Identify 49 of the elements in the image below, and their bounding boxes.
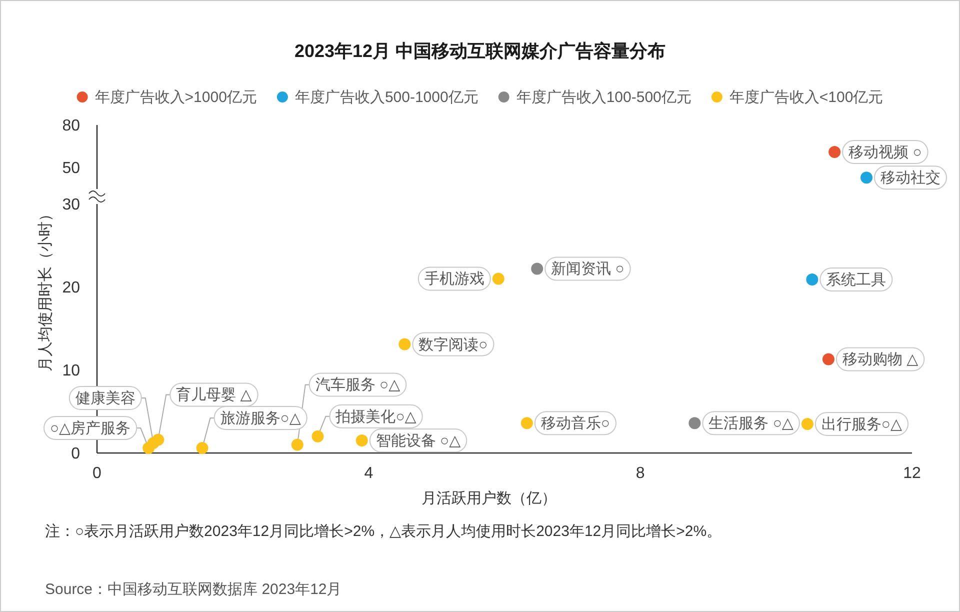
point: [312, 430, 324, 442]
data-label: 移动购物 △: [842, 351, 919, 368]
point: [356, 434, 368, 447]
data-label: 拍摄美化○△: [334, 408, 417, 426]
chart-title: 2023年12月 中国移动互联网媒介广告容量分布: [294, 41, 666, 61]
y-tick-label: 30: [62, 196, 80, 214]
text: 注：○表示月活跃用户数2023年12月同比增长>2%，△表示月人均使用时长2023年12月同比增长>2%。: [45, 523, 722, 540]
x-tick-label: 12: [903, 465, 921, 482]
point: [531, 262, 544, 275]
data-label: 智能设备 ○△: [376, 432, 462, 450]
point: [152, 434, 164, 446]
y-tick-label: 10: [62, 362, 80, 380]
y-axis-title: 月人均使用时长（小时）: [37, 206, 54, 372]
x-tick-label: 0: [92, 465, 102, 482]
point: [492, 272, 504, 285]
legend-label: 年度广告收入500-1000亿元: [294, 89, 478, 106]
legend-label: 年度广告收入<100亿元: [729, 89, 884, 106]
y-tick-label: 50: [62, 160, 80, 178]
data-label: ○△房产服务: [50, 420, 131, 438]
point: [806, 274, 818, 286]
data-label: 移动视频 ○: [848, 144, 922, 162]
point: [398, 338, 411, 350]
data-label: 育儿母婴 △: [176, 386, 252, 404]
y-tick-label: 0: [71, 446, 80, 462]
data-label: 数字阅读○: [418, 336, 488, 354]
data-label: 健康美容: [75, 390, 136, 408]
x-tick-label: 8: [636, 465, 645, 482]
y-tick-label: 80: [62, 118, 80, 134]
data-label: 移动社交: [880, 170, 940, 187]
point: [688, 417, 701, 430]
point: [196, 442, 208, 454]
data-label: 系统工具: [826, 272, 886, 289]
legend-label: 年度广告收入100-500亿元: [516, 89, 692, 106]
data-label: 旅游服务○△: [220, 410, 302, 428]
point: [801, 418, 814, 430]
x-tick-label: 4: [364, 465, 374, 482]
point: [520, 417, 533, 430]
y-tick-label: 20: [62, 280, 80, 296]
data-label: 汽车服务 ○△: [315, 376, 401, 394]
data-label: 手机游戏: [424, 270, 484, 288]
data-label: 生活服务 ○△: [708, 415, 794, 432]
point: [291, 438, 304, 451]
data-label: 移动音乐○: [540, 415, 610, 432]
x-axis-title: 月活跃用户数（亿）: [422, 490, 556, 507]
data-label: 出行服务○△: [821, 416, 902, 433]
source-note: Source：中国移动互联网数据库 2023年12月: [45, 581, 342, 598]
legend-label: 年度广告收入>1000亿元: [94, 89, 257, 106]
data-label: 新闻资讯 ○: [551, 260, 624, 278]
point: [822, 353, 834, 366]
